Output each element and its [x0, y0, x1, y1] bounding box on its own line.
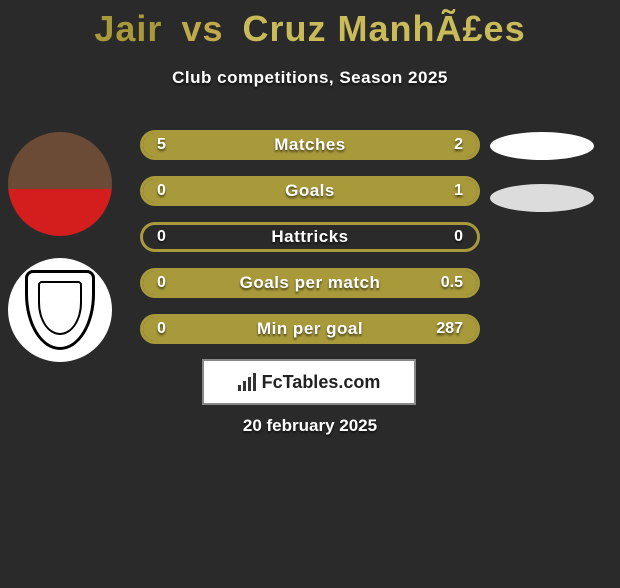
date-label: 20 february 2025 — [0, 416, 620, 436]
bar-label: Goals per match — [143, 271, 477, 295]
fctables-watermark: FcTables.com — [202, 359, 416, 405]
title-vs: vs — [181, 8, 223, 49]
stat-bar-row: 00.5Goals per match — [140, 268, 480, 298]
player2-avatar — [8, 258, 112, 362]
barchart-icon — [238, 373, 256, 391]
fctables-label: FcTables.com — [262, 372, 381, 393]
stat-bar-row: 01Goals — [140, 176, 480, 206]
stat-bar-row: 0287Min per goal — [140, 314, 480, 344]
player-ellipse-marker — [490, 132, 594, 160]
subtitle: Club competitions, Season 2025 — [0, 68, 620, 88]
title-player2: Cruz ManhÃ£es — [243, 8, 526, 49]
player1-avatar — [8, 132, 112, 236]
bar-label: Min per goal — [143, 317, 477, 341]
bar-label: Goals — [143, 179, 477, 203]
club-logo-icon — [25, 270, 95, 350]
title-player1: Jair — [94, 8, 162, 49]
bar-label: Hattricks — [143, 225, 477, 249]
player-ellipse-marker — [490, 184, 594, 212]
bar-label: Matches — [143, 133, 477, 157]
page-title: Jair vs Cruz ManhÃ£es — [0, 8, 620, 50]
stat-bar-row: 52Matches — [140, 130, 480, 160]
stat-bar-row: 00Hattricks — [140, 222, 480, 252]
stats-bars: 52Matches 01Goals 00Hattricks 00.5Goals per… — [140, 130, 480, 360]
